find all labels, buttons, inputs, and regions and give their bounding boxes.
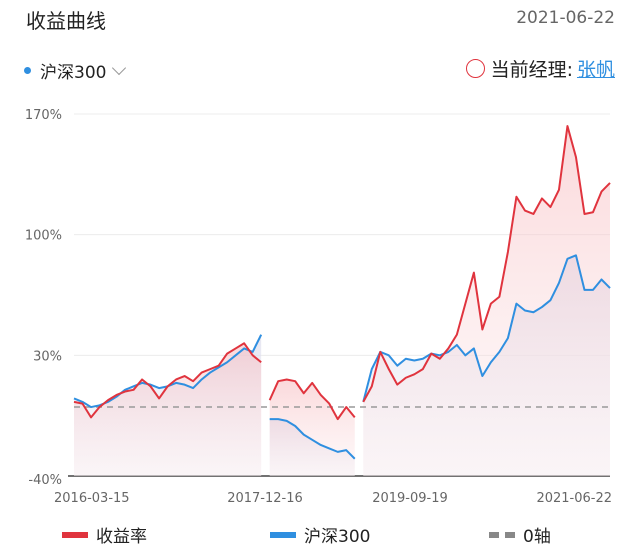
y-tick-label: 170% (25, 108, 62, 123)
legend-zero-label: 0轴 (523, 527, 551, 547)
y-tick-label: 30% (33, 349, 62, 364)
benchmark-dot-icon (24, 67, 31, 74)
legend-fund-swatch (62, 531, 88, 538)
y-tick-label: 100% (25, 229, 62, 244)
x-tick-label: 2016-03-15 (54, 491, 130, 506)
current-manager: 当前经理: 张帆 (465, 55, 615, 82)
fund-area (269, 379, 355, 476)
legend-benchmark-swatch (270, 531, 296, 538)
fund-line (362, 125, 611, 403)
y-tick-label: -40% (28, 473, 62, 488)
circle-icon (465, 59, 485, 78)
manager-name-link[interactable]: 张帆 (576, 59, 615, 81)
benchmark-selector[interactable]: 沪深300 (24, 58, 127, 83)
x-tick-label: 2021-06-22 (536, 491, 612, 506)
x-tick-label: 2019-09-19 (372, 491, 448, 506)
benchmark-line (362, 254, 611, 403)
x-tick-label: 2017-12-16 (227, 491, 303, 506)
legend-zero-dash (505, 531, 515, 538)
fund-area (74, 343, 262, 476)
returns-chart: 170% 100% 30% -40% 2016-03-15 2017-12-16 2019-… (25, 108, 612, 506)
fund-area (363, 126, 610, 477)
legend-zero: 0轴 (489, 522, 551, 547)
legend-benchmark: 沪深300 (270, 522, 370, 547)
manager-label: 当前经理: (490, 59, 573, 81)
legend-benchmark-label: 沪深300 (304, 527, 371, 547)
benchmark-label: 沪深300 (40, 63, 107, 83)
legend-fund: 收益率 (62, 522, 147, 547)
legend-zero-dash (489, 531, 499, 538)
legend-fund-label: 收益率 (96, 527, 147, 547)
page-title: 收益曲线 (26, 9, 106, 33)
as-of-date: 2021-06-22 (516, 8, 615, 28)
